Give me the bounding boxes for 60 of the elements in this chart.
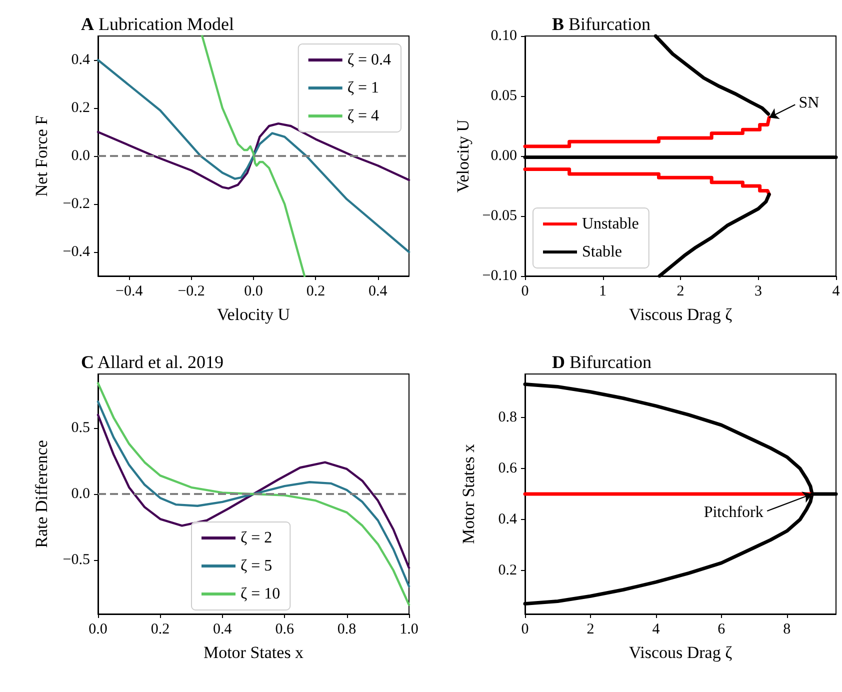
x-tick-label: 0.6	[275, 622, 294, 638]
legend-label: ζ = 4	[347, 108, 380, 124]
x-tick-label: 0.0	[88, 622, 108, 638]
y-tick-label: −0.10	[482, 268, 517, 284]
x-tick-label: 0	[521, 622, 529, 638]
legend-label: ζ = 5	[240, 558, 272, 574]
x-tick-label: 0.0	[244, 284, 263, 300]
y-tick-label: 0.6	[498, 460, 518, 476]
y-tick-label: 0.0	[71, 148, 90, 164]
x-tick-label: 0.8	[337, 622, 356, 638]
legend-label: ζ = 1	[347, 80, 380, 96]
x-axis-title: Viscous Drag ζ	[628, 305, 732, 324]
x-tick-label: 6	[718, 622, 726, 638]
x-axis-title: Motor States x	[203, 643, 304, 662]
y-axis-title: Rate Difference	[32, 440, 51, 548]
chart-title: D Bifurcation	[552, 352, 652, 372]
x-tick-label: 2	[586, 622, 594, 638]
y-tick-label: 0.10	[490, 28, 517, 44]
y-tick-label: 0.8	[498, 409, 517, 426]
x-tick-label: 1	[599, 284, 606, 300]
x-tick-label: 0.4	[368, 284, 388, 300]
y-axis-title: Motor States x	[459, 443, 478, 544]
x-tick-label: 3	[754, 284, 762, 300]
y-tick-label: −0.05	[482, 208, 517, 224]
chart-title: B Bifurcation	[552, 14, 650, 34]
legend-label: Unstable	[582, 216, 639, 232]
legend-label: ζ = 0.4	[347, 52, 392, 68]
y-tick-label: 0.0	[71, 486, 90, 502]
x-tick-label: 2	[676, 284, 684, 300]
y-tick-label: 0.05	[490, 88, 517, 104]
x-tick-label: 8	[783, 622, 791, 638]
y-tick-label: 0.4	[498, 512, 518, 528]
legend-label: ζ = 10	[240, 586, 280, 602]
annotation: Pitchfork	[704, 504, 764, 521]
y-tick-label: 0.2	[498, 562, 517, 579]
y-tick-label: 0.4	[71, 52, 90, 68]
x-tick-label: 0.4	[213, 622, 232, 638]
annotation: SN	[798, 94, 820, 112]
x-tick-label: −0.4	[115, 284, 144, 300]
y-tick-label: 0.2	[71, 100, 90, 116]
x-tick-label: 0	[521, 284, 529, 300]
y-tick-label: −0.4	[62, 244, 90, 260]
legend-label: Stable	[582, 244, 622, 260]
y-axis-title: Net Force F	[32, 115, 51, 197]
chart-title: C Allard et al. 2019	[81, 352, 224, 372]
legend-label: ζ = 2	[240, 530, 272, 546]
chart-title: A Lubrication Model	[81, 14, 234, 34]
x-axis-title: Viscous Drag ζ	[628, 643, 732, 662]
x-tick-label: 4	[652, 622, 660, 638]
y-tick-label: −0.5	[62, 552, 90, 568]
x-tick-label: −0.2	[178, 284, 205, 300]
y-tick-label: −0.2	[62, 196, 90, 212]
x-tick-label: 4	[832, 284, 840, 300]
y-axis-title: Velocity U	[453, 119, 472, 193]
y-tick-label: 0.5	[71, 420, 90, 436]
x-tick-label: 0.2	[306, 284, 326, 300]
x-tick-label: 1.0	[400, 622, 418, 638]
y-tick-label: 0.00	[490, 148, 517, 164]
x-tick-label: 0.2	[150, 622, 170, 638]
x-axis-title: Velocity U	[216, 305, 290, 324]
